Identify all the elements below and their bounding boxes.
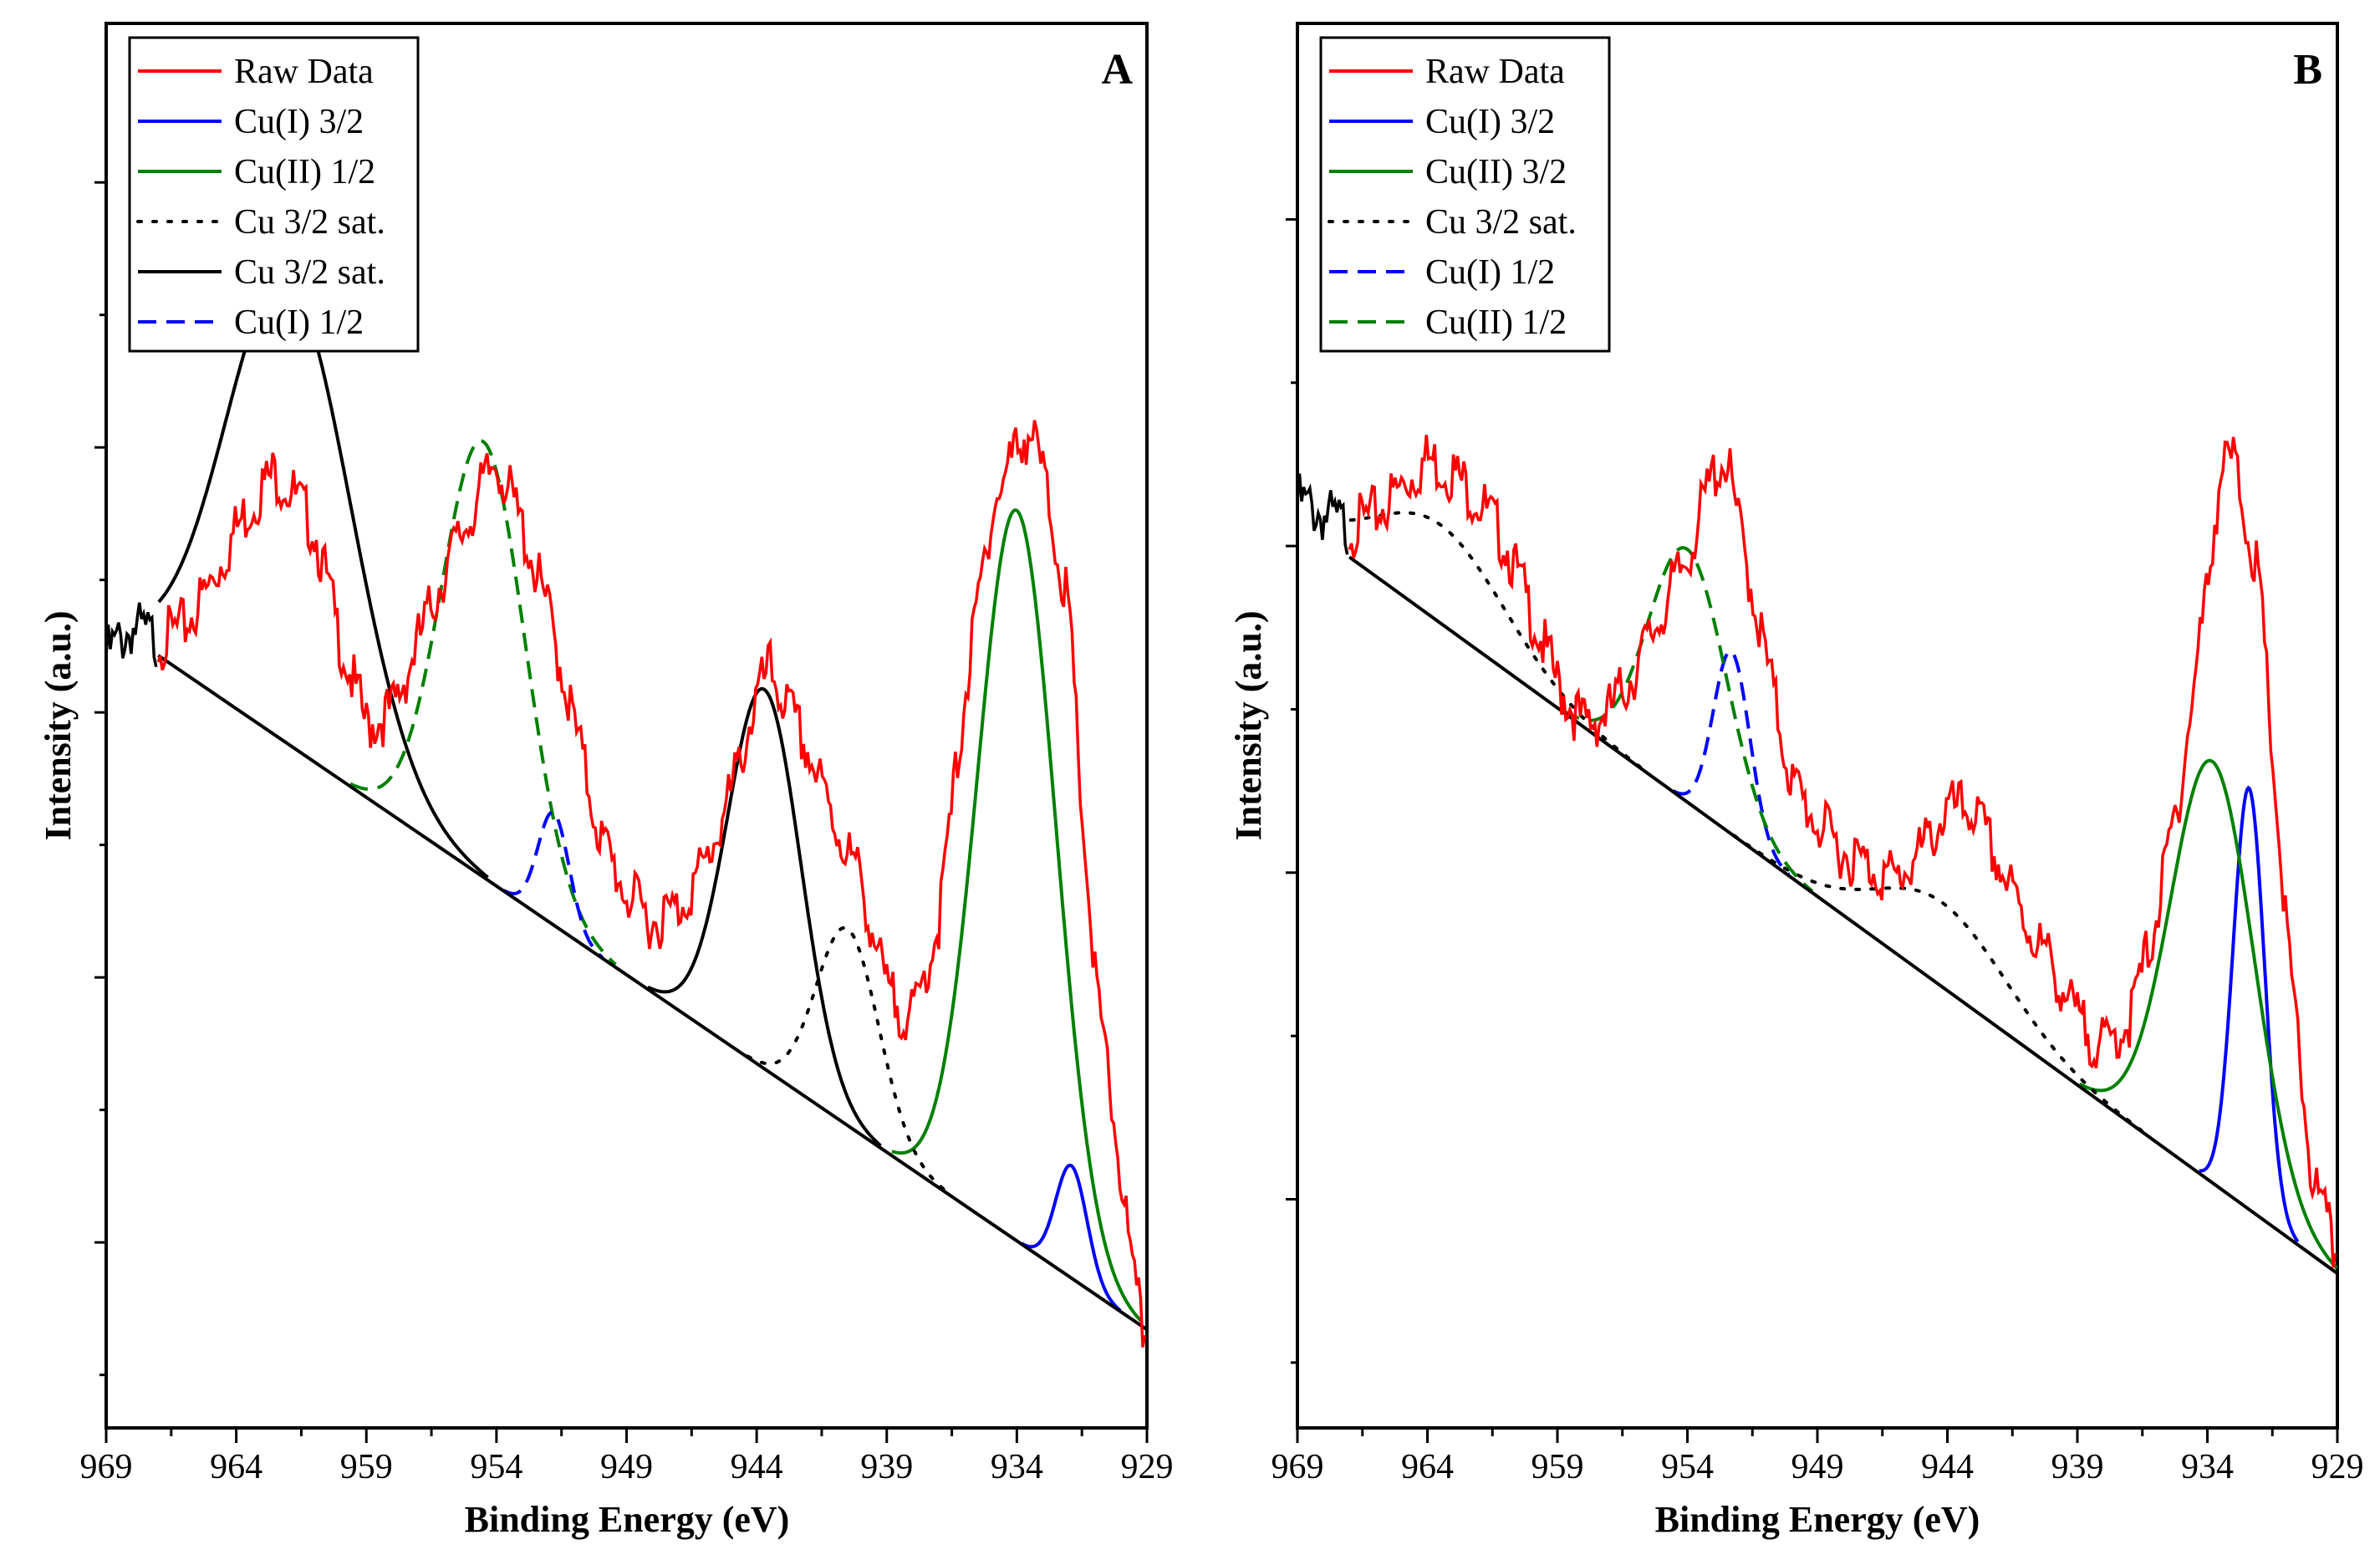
x-tick-label: 969 [80, 1448, 133, 1486]
legend-label: Raw Data [1425, 53, 1565, 91]
legend-label: Raw Data [234, 53, 374, 91]
component-curve [2199, 785, 2300, 1243]
legend-box [1319, 36, 1611, 353]
axis-ticks: 969 964 959 954 949 944 939 934 929 [1272, 217, 2364, 1486]
raw-data-tail [1296, 473, 1349, 555]
x-tick-label: 934 [991, 1448, 1043, 1486]
x-tick-label: 929 [2311, 1448, 2364, 1486]
legend-items: Raw Data Cu(I) 3/2 Cu(II) 1/2 Cu 3/2 sat. Cu… [136, 53, 385, 342]
legend-label: Cu(II) 1/2 [1425, 303, 1567, 342]
legend-label: Cu(I) 3/2 [1425, 103, 1555, 141]
panel-letter: B [2293, 46, 2322, 94]
x-tick-label: 954 [470, 1448, 522, 1486]
x-tick-label: 949 [1791, 1448, 1844, 1486]
x-tick-label: 969 [1272, 1448, 1324, 1486]
raw-data-line [156, 420, 1147, 1348]
legend-label: Cu(I) 1/2 [234, 303, 364, 342]
x-tick-label: 944 [731, 1448, 783, 1486]
x-tick-label: 959 [1531, 1448, 1584, 1486]
legend-label: Cu(I) 3/2 [234, 103, 364, 141]
x-tick-label: 964 [1401, 1448, 1454, 1486]
legend: Raw Data Cu(I) 3/2 Cu(II) 3/2 Cu 3/2 sat. Cu… [1319, 36, 1611, 353]
component-curve [349, 439, 617, 966]
legend-items: Raw Data Cu(I) 3/2 Cu(II) 3/2 Cu 3/2 sat. Cu… [1328, 53, 1577, 342]
x-tick-label: 954 [1661, 1448, 1714, 1486]
panel-letter: A [1101, 46, 1133, 94]
raw-data-tail [104, 602, 158, 668]
x-axis-title: Binding Energy (eV) [465, 1499, 790, 1540]
component-curve [1348, 511, 1650, 775]
x-tick-label: 959 [340, 1448, 393, 1486]
legend-box [128, 36, 420, 353]
x-tick-label: 934 [2181, 1448, 2234, 1486]
plot-curves [104, 277, 1149, 1348]
x-tick-label: 939 [2051, 1448, 2104, 1486]
axis-ticks: 969 964 959 954 949 944 939 934 929 [80, 181, 1174, 1486]
component-curve [1562, 546, 1814, 893]
component-curve [891, 508, 1144, 1323]
x-tick-label: 964 [210, 1448, 262, 1486]
legend-label: Cu 3/2 sat. [1425, 203, 1577, 242]
legend: Raw Data Cu(I) 3/2 Cu(II) 1/2 Cu 3/2 sat. Cu… [128, 36, 420, 353]
panel-b: 969 964 959 954 949 944 939 934 929 Raw Data Cu(I… [1228, 22, 2364, 1540]
panel-a: 969 964 959 954 949 944 939 934 929 Raw Data Cu(I… [38, 22, 1174, 1540]
component-curve [502, 810, 604, 960]
x-tick-label: 929 [1121, 1448, 1174, 1486]
x-tick-label: 944 [1921, 1448, 1974, 1486]
component-curve [2078, 758, 2338, 1270]
component-curve [1732, 834, 2153, 1139]
legend-label: Cu(II) 3/2 [1425, 153, 1567, 191]
legend-label: Cu 3/2 sat. [234, 203, 385, 242]
component-curve [157, 277, 489, 879]
legend-label: Cu(II) 1/2 [234, 153, 375, 191]
x-axis-title: Binding Energy (eV) [1655, 1499, 1980, 1540]
legend-label: Cu(I) 1/2 [1425, 253, 1555, 292]
component-curve [746, 925, 949, 1194]
y-axis-title: Intensity (a.u.) [1228, 610, 1269, 840]
component-curve [647, 686, 882, 1148]
plot-curves [1296, 435, 2339, 1275]
legend-label: Cu 3/2 sat. [234, 253, 385, 292]
x-tick-label: 949 [600, 1448, 653, 1486]
component-curve [1021, 1163, 1122, 1313]
baseline-line [1348, 555, 2339, 1275]
baseline-line [157, 654, 1149, 1332]
x-tick-label: 939 [860, 1448, 913, 1486]
y-axis-title: Intensity (a.u.) [38, 610, 79, 840]
raw-data-line [1348, 435, 2337, 1268]
